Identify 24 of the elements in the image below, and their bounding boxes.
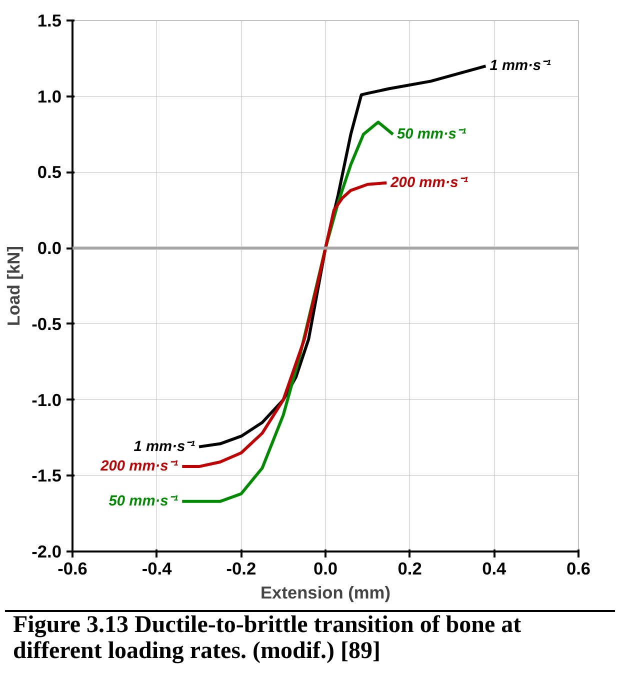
annotation: 50 mm·s⁻¹ [108, 493, 178, 510]
x-tick-label: -0.4 [142, 558, 172, 578]
y-tick-label: 0.5 [37, 162, 62, 182]
y-tick-label: -0.5 [32, 314, 62, 334]
x-tick-label: -0.2 [226, 558, 256, 578]
x-tick-label: 0.6 [566, 558, 591, 578]
y-tick-label: -1.0 [32, 390, 62, 410]
annotation: 1 mm·s⁻¹ [134, 438, 196, 455]
x-tick-label: 0.2 [398, 558, 422, 578]
x-tick-label: 0.0 [313, 558, 338, 578]
annotation: 1 mm·s⁻¹ [490, 58, 552, 74]
x-tick-label: 0.4 [482, 558, 507, 578]
y-tick-label: 1.0 [37, 86, 62, 106]
annotation: 50 mm·s⁻¹ [396, 126, 466, 142]
annotation: 200 mm·s⁻¹ [390, 174, 468, 191]
caption: Figure 3.13 Ductile-to-brittle transition of bone at different loading rates. (modif.) [89] [13, 612, 522, 665]
annotation: 200 mm·s⁻¹ [100, 458, 178, 475]
y-tick-label: 1.5 [37, 10, 62, 30]
y-axis-title: Load [kN] [4, 246, 24, 326]
x-tick-label: -0.6 [58, 558, 88, 578]
y-tick-label: -2.0 [32, 542, 62, 562]
y-tick-label: 0.0 [37, 238, 62, 258]
x-axis-title: Extension (mm) [260, 582, 390, 602]
y-tick-label: -1.5 [32, 466, 62, 486]
